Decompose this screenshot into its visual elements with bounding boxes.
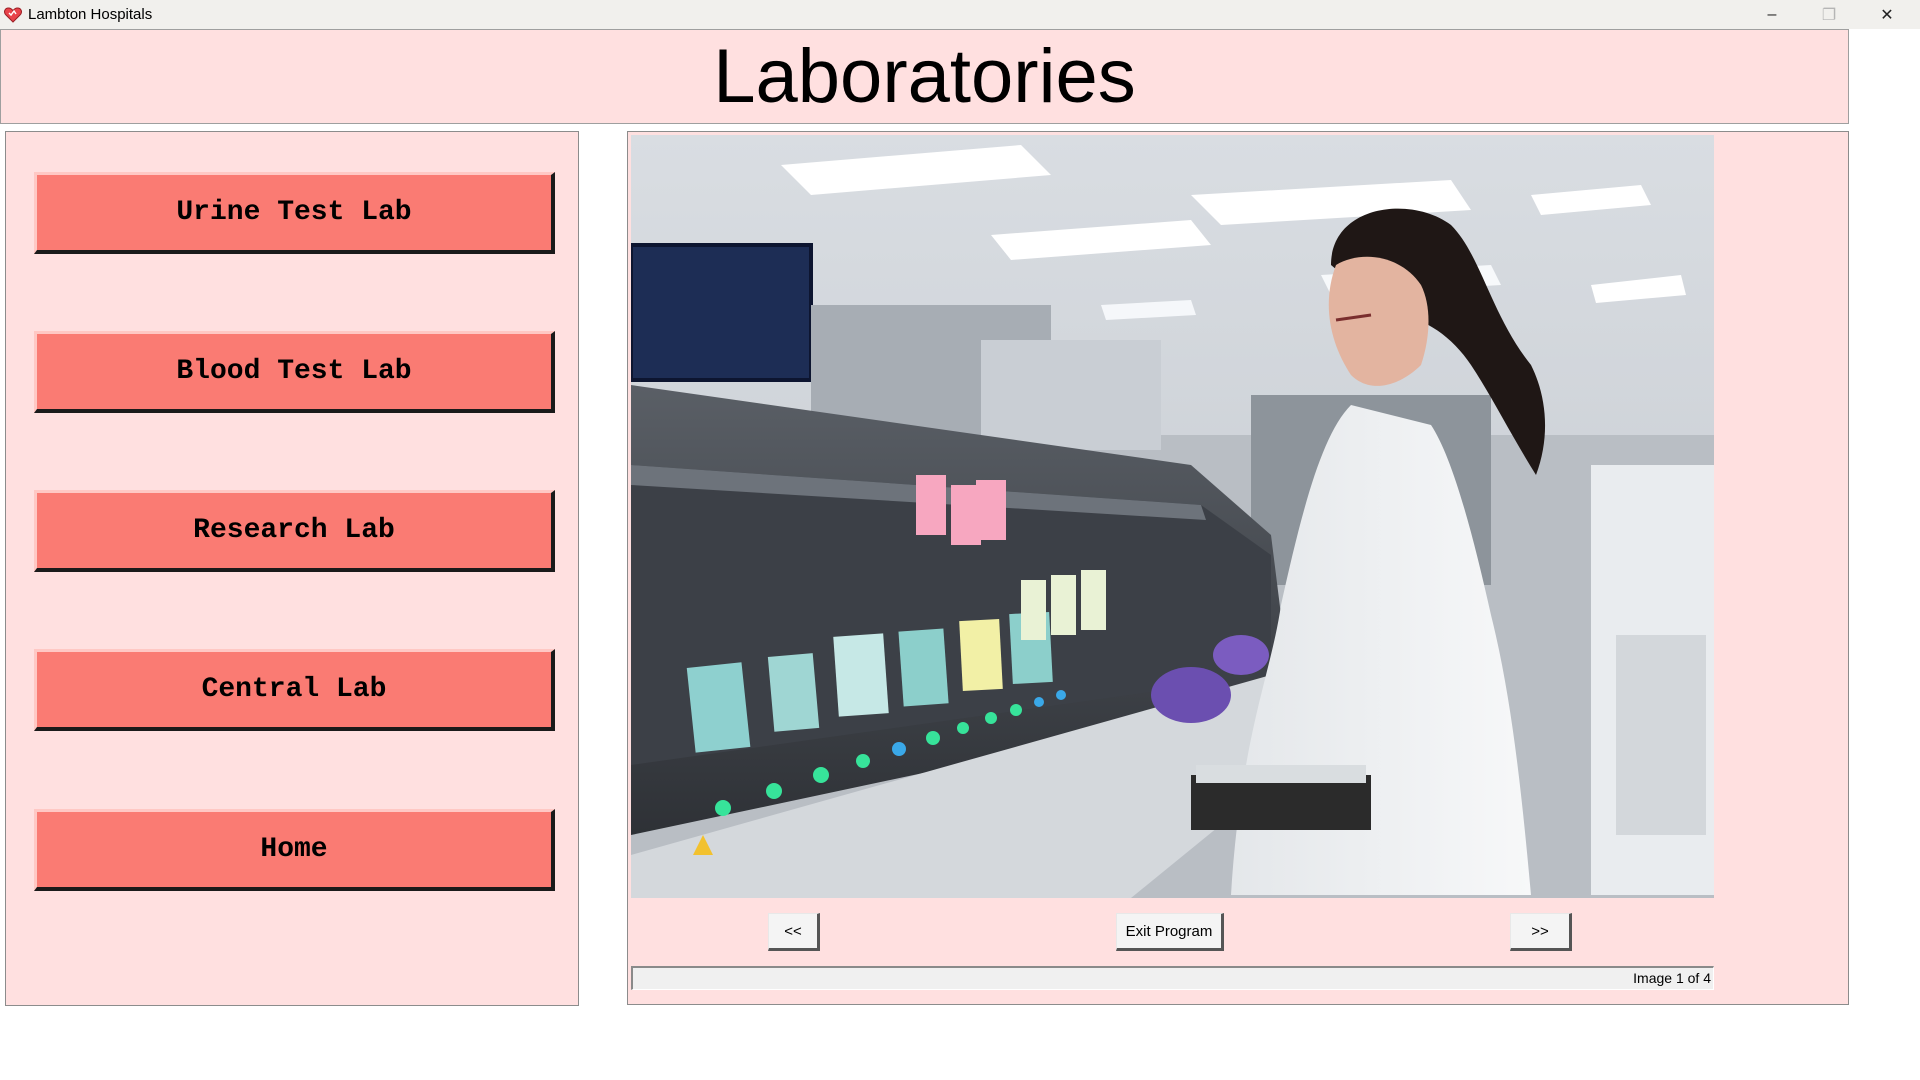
page-header: Laboratories <box>0 29 1849 124</box>
heart-icon <box>2 4 24 26</box>
exit-program-button[interactable]: Exit Program <box>1116 913 1224 951</box>
urine-test-lab-button[interactable]: Urine Test Lab <box>34 172 555 254</box>
image-counter: Image 1 of 4 <box>1633 970 1711 986</box>
image-status-bar: Image 1 of 4 <box>631 966 1714 990</box>
next-image-button[interactable]: >> <box>1510 913 1572 951</box>
central-lab-button[interactable]: Central Lab <box>34 649 555 731</box>
minimize-button[interactable]: – <box>1767 5 1777 23</box>
window-titlebar: Lambton Hospitals – ❐ ✕ <box>0 0 1920 29</box>
maximize-button[interactable]: ❐ <box>1821 6 1837 24</box>
lab-nav-panel: Urine Test Lab Blood Test Lab Research L… <box>5 131 579 1006</box>
close-button[interactable]: ✕ <box>1880 6 1894 24</box>
blood-test-lab-button[interactable]: Blood Test Lab <box>34 331 555 413</box>
laboratory-photo <box>631 135 1714 898</box>
window-title: Lambton Hospitals <box>28 6 153 23</box>
image-viewer-panel: << Exit Program >> Image 1 of 4 <box>627 131 1849 1005</box>
previous-image-button[interactable]: << <box>768 913 820 951</box>
home-button[interactable]: Home <box>34 809 555 891</box>
research-lab-button[interactable]: Research Lab <box>34 490 555 572</box>
page-title: Laboratories <box>713 33 1136 119</box>
